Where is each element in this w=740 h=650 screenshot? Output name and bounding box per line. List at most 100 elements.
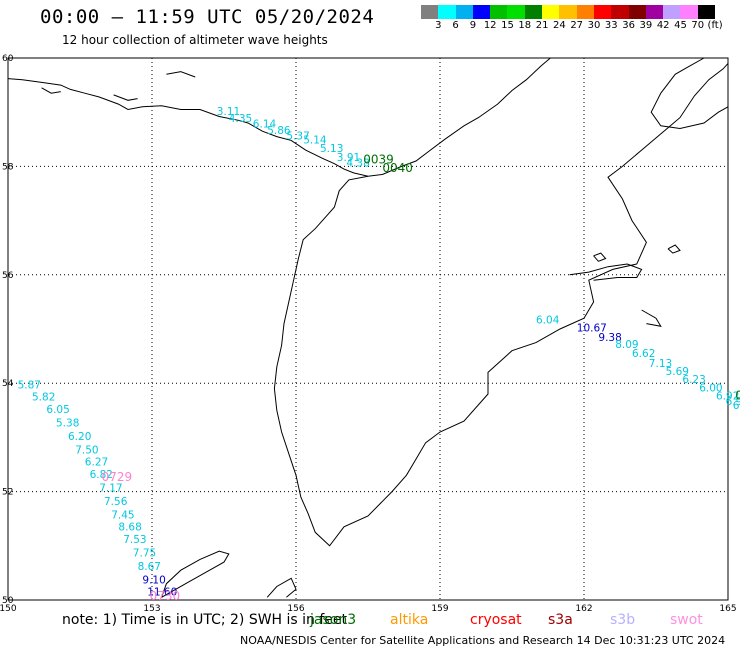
wave-height-label: 6.27 [85, 457, 108, 469]
wave-height-label: 8.67 [138, 561, 161, 573]
legend-swatch [507, 5, 525, 19]
map-frame [7, 57, 729, 601]
pass-time-label: 0730 [150, 589, 181, 603]
wave-height-label: 5.38 [56, 418, 79, 430]
coastline [113, 94, 138, 101]
wave-height-label: 6.04 [536, 315, 560, 327]
legend-tick: 18 [518, 20, 532, 31]
wave-height-label: 9.10 [142, 575, 165, 587]
wave-height-label: 7.45 [111, 510, 134, 522]
legend-tick: 21 [535, 20, 549, 31]
wave-height-label: 6.62 [632, 348, 655, 360]
wave-height-label: 3.91 [337, 152, 360, 164]
legend-swatch [524, 5, 543, 19]
lon-tick-label: 156 [287, 604, 304, 614]
wave-height-legend: 3 6 9 12 15 18 21 24 27 30 33 36 39 42 45 70 (ft) [421, 5, 723, 33]
legend-tick: 15 [501, 20, 514, 31]
wave-height-label: 4.38 [346, 157, 369, 169]
map-title: 00:00 – 11:59 UTC 05/20/2024 [40, 6, 375, 28]
coastline [166, 71, 196, 78]
pass-time-label: 0039 [363, 153, 394, 167]
wave-height-label: 6.00 [699, 382, 722, 394]
wave-height-label: 6.51 [733, 400, 740, 412]
wave-height-label: 6.82 [90, 469, 113, 481]
legend-swatch [645, 5, 664, 19]
legend-swatch [680, 5, 698, 19]
wave-height-label: 7.13 [649, 358, 672, 370]
satellite-legend-s3b: s3b [610, 612, 636, 628]
legend-tick: (ft) [707, 20, 723, 31]
lon-tick-label: 150 [0, 604, 17, 614]
coastline [161, 550, 230, 598]
wave-height-label: 7.56 [104, 496, 128, 508]
coastline [650, 57, 729, 130]
credit-line: NOAA/NESDIS Center for Satellite Applica… [240, 634, 726, 647]
lat-tick-label: 60 [2, 54, 14, 64]
wave-height-label: 5.69 [666, 366, 689, 378]
coastline [41, 87, 61, 94]
legend-tick: 9 [469, 20, 477, 31]
legend-tick: 33 [604, 20, 618, 31]
legend-tick: 3 [435, 20, 442, 31]
legend-swatch [438, 5, 456, 19]
lon-tick-label: 162 [575, 604, 592, 614]
wave-height-label: 4.35 [229, 113, 252, 125]
legend-swatch [490, 5, 508, 19]
coastline [7, 57, 551, 177]
coastline [569, 263, 643, 281]
pass-time-label: 0 [735, 388, 740, 402]
wave-height-label: 7.50 [75, 445, 98, 457]
lat-tick-label: 54 [2, 379, 14, 389]
wave-height-label: 5.37 [286, 130, 309, 142]
wave-height-label: 3.11 [217, 106, 240, 118]
legend-swatch [472, 5, 491, 19]
pass-time-label: 0729 [102, 470, 133, 484]
lat-tick-label: 50 [2, 596, 14, 606]
pass-time-label: 0040 [382, 161, 413, 175]
wave-height-label: 7.53 [123, 534, 146, 546]
legend-swatch [421, 5, 439, 19]
legend-tick: 70 [691, 20, 705, 31]
legend-swatch [576, 5, 594, 19]
wave-height-label: 5.82 [32, 392, 55, 404]
legend-tick: 39 [639, 20, 653, 31]
legend-swatch [697, 5, 716, 19]
legend-swatch [628, 5, 646, 19]
wave-height-label: 6.23 [682, 374, 705, 386]
lat-tick-label: 58 [2, 162, 14, 172]
wave-height-label: 5.87 [18, 380, 41, 392]
wave-height-label: 8.68 [118, 522, 141, 534]
legend-tick: 45 [674, 20, 687, 31]
legend-swatch [559, 5, 577, 19]
legend-swatch [455, 5, 473, 19]
wave-height-label: 6.94 [726, 396, 740, 408]
coastline [641, 309, 662, 327]
wave-height-label: 5.13 [320, 143, 343, 155]
coastline [593, 252, 607, 262]
satellite-legend-s3a: s3a [548, 612, 573, 628]
lat-tick-label: 56 [2, 271, 14, 281]
lat-tick-label: 52 [2, 488, 13, 498]
legend-swatch [663, 5, 681, 19]
wave-height-label: 7.75 [133, 548, 156, 560]
footer-note: note: 1) Time is in UTC; 2) SWH is in fe… [62, 612, 348, 628]
legend-tick: 27 [570, 20, 584, 31]
legend-swatch [593, 5, 612, 19]
wave-height-label: 11.60 [147, 587, 177, 599]
legend-tick: 36 [622, 20, 635, 31]
satellite-legend-altika: altika [390, 612, 429, 628]
wave-height-label: 10.67 [577, 323, 607, 335]
wave-height-label: 7.17 [99, 483, 122, 495]
wave-height-label: 6.14 [253, 118, 277, 130]
wave-height-label: 6.20 [68, 431, 91, 443]
coastline [667, 244, 681, 254]
satellite-legend-swot: swot [670, 612, 703, 628]
wave-height-label: 6.05 [46, 404, 69, 416]
wave-height-label: 8.09 [615, 339, 638, 351]
coastline [266, 577, 297, 598]
wave-height-label: 5.14 [303, 135, 327, 147]
legend-swatch [611, 5, 629, 19]
legend-tick: 6 [452, 20, 459, 31]
